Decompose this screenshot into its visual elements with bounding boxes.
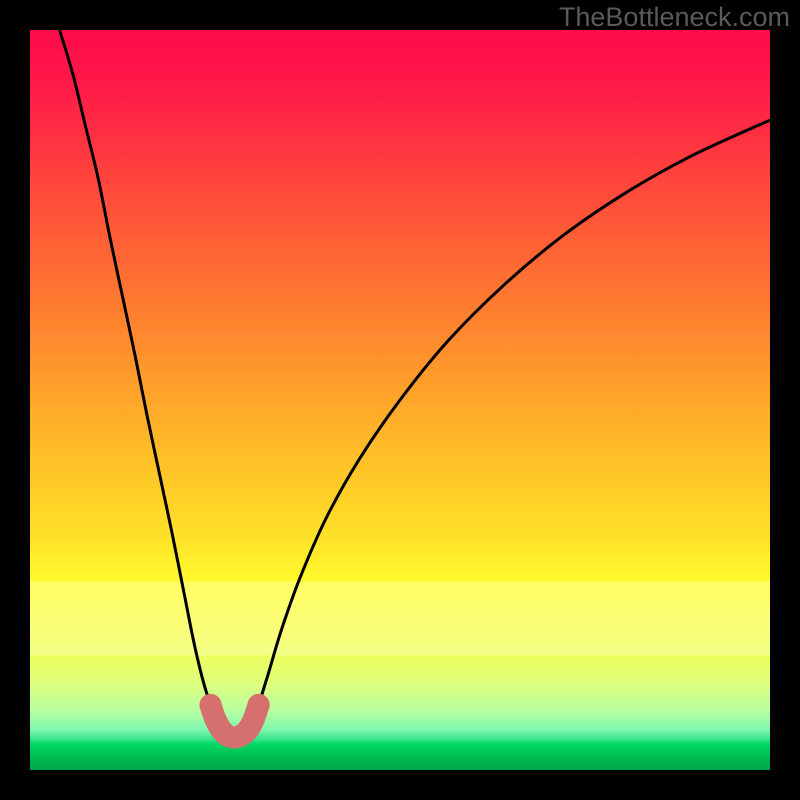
plot-svg [30, 30, 770, 770]
valley-dot [248, 694, 270, 716]
plot-area [30, 30, 770, 770]
chart-canvas: TheBottleneck.com [0, 0, 800, 800]
watermark-text: TheBottleneck.com [559, 2, 790, 33]
